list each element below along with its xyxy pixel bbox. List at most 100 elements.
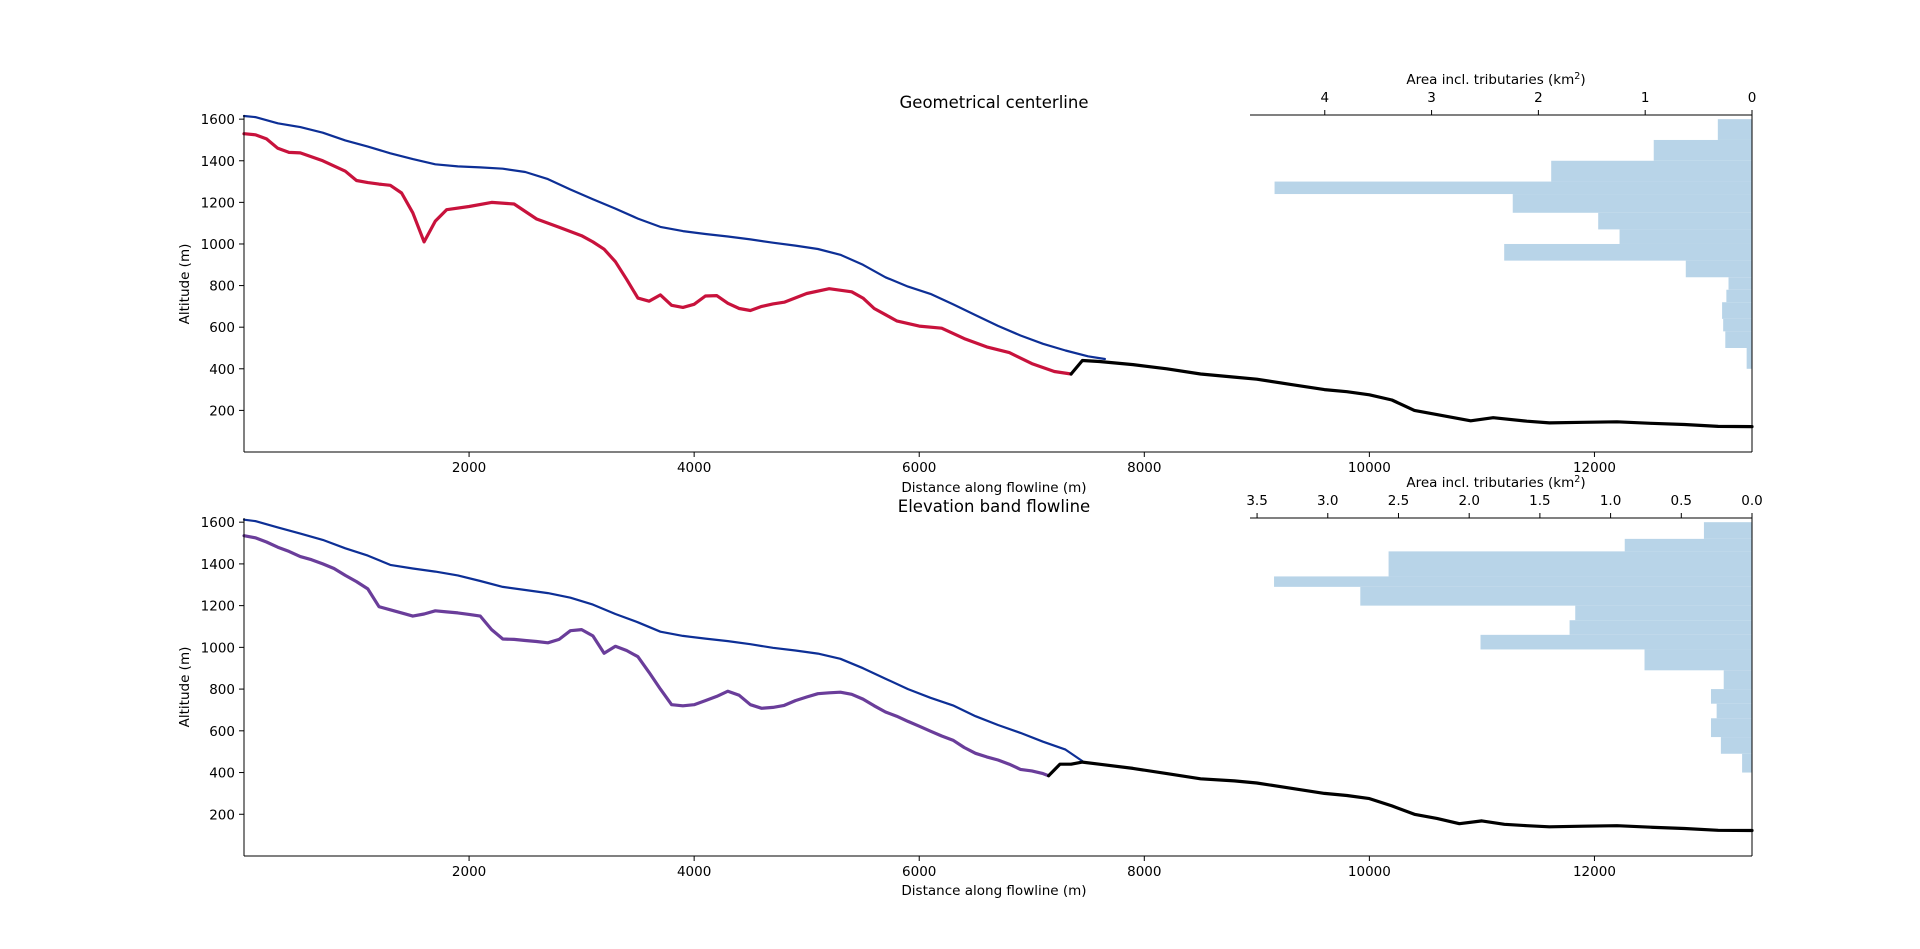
x-tick-label: 2000 (452, 460, 486, 476)
bed-line (242, 132, 1073, 376)
y-tick-label: 600 (209, 724, 235, 740)
hist-bar (1274, 576, 1752, 587)
hist-tick-label: 3.0 (1317, 493, 1338, 509)
hist-bar (1717, 119, 1752, 140)
y-tick-label: 1200 (201, 195, 235, 211)
y-axis-label: Altitude (m) (177, 647, 193, 728)
y-tick-label: 800 (209, 682, 235, 698)
panel-title: Elevation band flowline (898, 497, 1090, 516)
x-tick-label: 4000 (677, 864, 711, 880)
hist-bar (1723, 670, 1752, 690)
hist-bars (1274, 522, 1752, 773)
hist-bar (1716, 703, 1752, 719)
hist-bar (1388, 551, 1752, 577)
hist-bars (1274, 119, 1752, 369)
hist-axis-label-end: ) (1580, 72, 1585, 88)
y-tick-label: 1400 (201, 557, 235, 573)
y-tick-label: 200 (209, 807, 235, 823)
hist-tick-label: 0 (1748, 90, 1757, 106)
hist-tick-label: 1.5 (1529, 493, 1550, 509)
hist-bar (1722, 302, 1752, 319)
hist-bar (1710, 718, 1752, 738)
hist-tick-label: 1.0 (1600, 493, 1621, 509)
hist-bar (1653, 139, 1752, 161)
plot-lines (242, 114, 1754, 429)
x-axis-label: Distance along flowline (m) (901, 480, 1086, 496)
hist-tick-label: 0.5 (1671, 493, 1692, 509)
hist-axis-label-sup: 2 (1574, 71, 1580, 82)
hist-bar (1728, 277, 1752, 290)
x-tick-label: 12000 (1573, 460, 1616, 476)
hist-bar (1742, 753, 1752, 773)
hist-bar (1710, 689, 1752, 704)
hist-bar (1598, 212, 1752, 230)
y-axis-label: Altitude (m) (177, 244, 193, 325)
hist-tick-label: 2.0 (1458, 493, 1479, 509)
hist-bar (1720, 737, 1752, 754)
bed-line (242, 534, 1051, 778)
hist-tick-label: 0.0 (1741, 493, 1762, 509)
x-tick-label: 12000 (1573, 864, 1616, 880)
hist-bar (1723, 318, 1752, 332)
hist-bar (1644, 649, 1752, 671)
hist-axis-label: Area incl. tributaries (km2) (1406, 474, 1585, 491)
hist-axis-label-main: Area incl. tributaries (km (1406, 72, 1574, 88)
y-tick-label: 1600 (201, 112, 235, 128)
x-axis-label: Distance along flowline (m) (901, 883, 1086, 899)
y-tick-label: 800 (209, 279, 235, 295)
hist-tick-label: 2.5 (1388, 493, 1409, 509)
x-tick-label: 6000 (902, 864, 936, 880)
y-tick-label: 1600 (201, 515, 235, 531)
hist-bar (1504, 243, 1752, 261)
hist-bar (1360, 586, 1752, 606)
hist-tick-label: 2 (1534, 90, 1543, 106)
y-tick-label: 1000 (201, 640, 235, 656)
hist-axis-label-main: Area incl. tributaries (km (1406, 475, 1574, 491)
plot-lines (242, 518, 1754, 833)
hist-bar (1274, 181, 1752, 195)
hist-bar (1480, 634, 1752, 650)
x-tick-label: 10000 (1348, 460, 1391, 476)
axes: 2000 4000 6000 8000 10000 12000 200 400 600 800 10… (201, 493, 1763, 880)
surface-line (242, 518, 1084, 763)
hist-axis-label-sup: 2 (1574, 474, 1580, 485)
y-tick-label: 1000 (201, 237, 235, 253)
hist-axis-label-end: ) (1580, 475, 1585, 491)
panel-title: Geometrical centerline (900, 93, 1089, 112)
x-tick-label: 2000 (452, 864, 486, 880)
panel-elevation-band: Elevation band flowline Distance along f… (177, 474, 1763, 899)
x-tick-label: 10000 (1348, 864, 1391, 880)
y-tick-label: 600 (209, 320, 235, 336)
x-tick-label: 8000 (1127, 864, 1161, 880)
y-tick-label: 1400 (201, 154, 235, 170)
hist-tick-label: 3.5 (1246, 493, 1267, 509)
hist-tick-label: 3 (1427, 90, 1436, 106)
x-tick-label: 4000 (677, 460, 711, 476)
hist-bar (1569, 620, 1752, 635)
hist-bar (1624, 538, 1752, 552)
downstream-line (1047, 760, 1754, 833)
x-tick-label: 8000 (1127, 460, 1161, 476)
hist-bar (1685, 260, 1752, 278)
hist-bar (1551, 160, 1752, 182)
hist-axis-label: Area incl. tributaries (km2) (1406, 71, 1585, 88)
y-tick-label: 1200 (201, 599, 235, 615)
y-tick-label: 400 (209, 362, 235, 378)
hist-bar (1575, 605, 1752, 621)
downstream-line (1069, 358, 1754, 429)
hist-bar (1619, 229, 1752, 244)
hist-tick-label: 4 (1320, 90, 1329, 106)
panel-centerline: Geometrical centerline Distance along fl… (177, 71, 1756, 496)
hist-tick-label: 1 (1641, 90, 1650, 106)
y-tick-label: 200 (209, 403, 235, 419)
hist-bar (1726, 289, 1752, 303)
axes: 2000 4000 6000 8000 10000 1200020040060080010… (201, 90, 1757, 476)
surface-line (242, 114, 1106, 361)
hist-bar (1703, 522, 1752, 539)
y-tick-label: 400 (209, 766, 235, 782)
hist-bar (1725, 331, 1752, 348)
x-tick-label: 6000 (902, 460, 936, 476)
hist-bar (1512, 194, 1752, 213)
hist-bar (1746, 347, 1752, 369)
